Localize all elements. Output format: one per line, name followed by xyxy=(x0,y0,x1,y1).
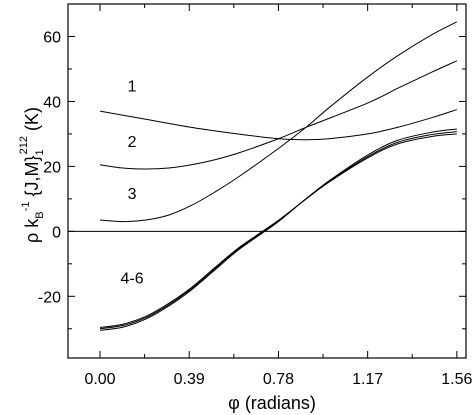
curve-labels: 1 2 3 4-6 xyxy=(120,79,143,288)
series-line-1 xyxy=(99,109,458,141)
x-axis-title: φ (radians) xyxy=(228,393,316,413)
plot-border xyxy=(67,3,467,359)
y-tick-label: 60 xyxy=(43,29,61,46)
x-tick-label: 0.39 xyxy=(174,371,205,388)
y-title-sup-neg1: -1 xyxy=(20,202,32,212)
series-line-2 xyxy=(99,60,458,170)
curve-label-2: 2 xyxy=(128,134,137,151)
series-line-3 xyxy=(99,21,458,223)
curve-label-1: 1 xyxy=(128,79,137,96)
y-tick-label: 40 xyxy=(43,94,61,111)
y-axis-title: ρ kB-1 {J,M}1 212 (K) xyxy=(18,107,46,243)
x-tick-label: 1.56 xyxy=(441,371,472,388)
series-line-6 xyxy=(99,133,457,328)
series-layer xyxy=(99,21,458,331)
y-title-sup-212: 212 xyxy=(18,136,30,154)
curve-label-3: 3 xyxy=(128,186,137,203)
y-title-units: (K) xyxy=(22,107,42,136)
y-tick-label: 20 xyxy=(43,159,61,176)
x-tick-label: 0.78 xyxy=(263,371,294,388)
x-tick-label: 1.17 xyxy=(352,371,383,388)
y-tick-label: -20 xyxy=(38,289,61,306)
y-title-sub-1: 1 xyxy=(34,149,46,155)
series-line-4 xyxy=(99,128,457,331)
x-axis-ticks: 0.00 0.39 0.78 1.17 1.56 xyxy=(84,4,473,388)
y-title-sub-b: B xyxy=(34,211,46,218)
y-axis-ticks: -20 0 20 40 60 xyxy=(38,3,466,330)
x-tick-label: 0.00 xyxy=(84,371,115,388)
curve-label-4: 4-6 xyxy=(120,270,143,287)
series-line-5 xyxy=(99,131,457,330)
y-tick-label: 0 xyxy=(52,224,61,241)
plot-frame xyxy=(67,3,467,359)
y-title-body: {J,M} xyxy=(22,156,42,202)
y-title-main: ρ k xyxy=(22,218,42,243)
